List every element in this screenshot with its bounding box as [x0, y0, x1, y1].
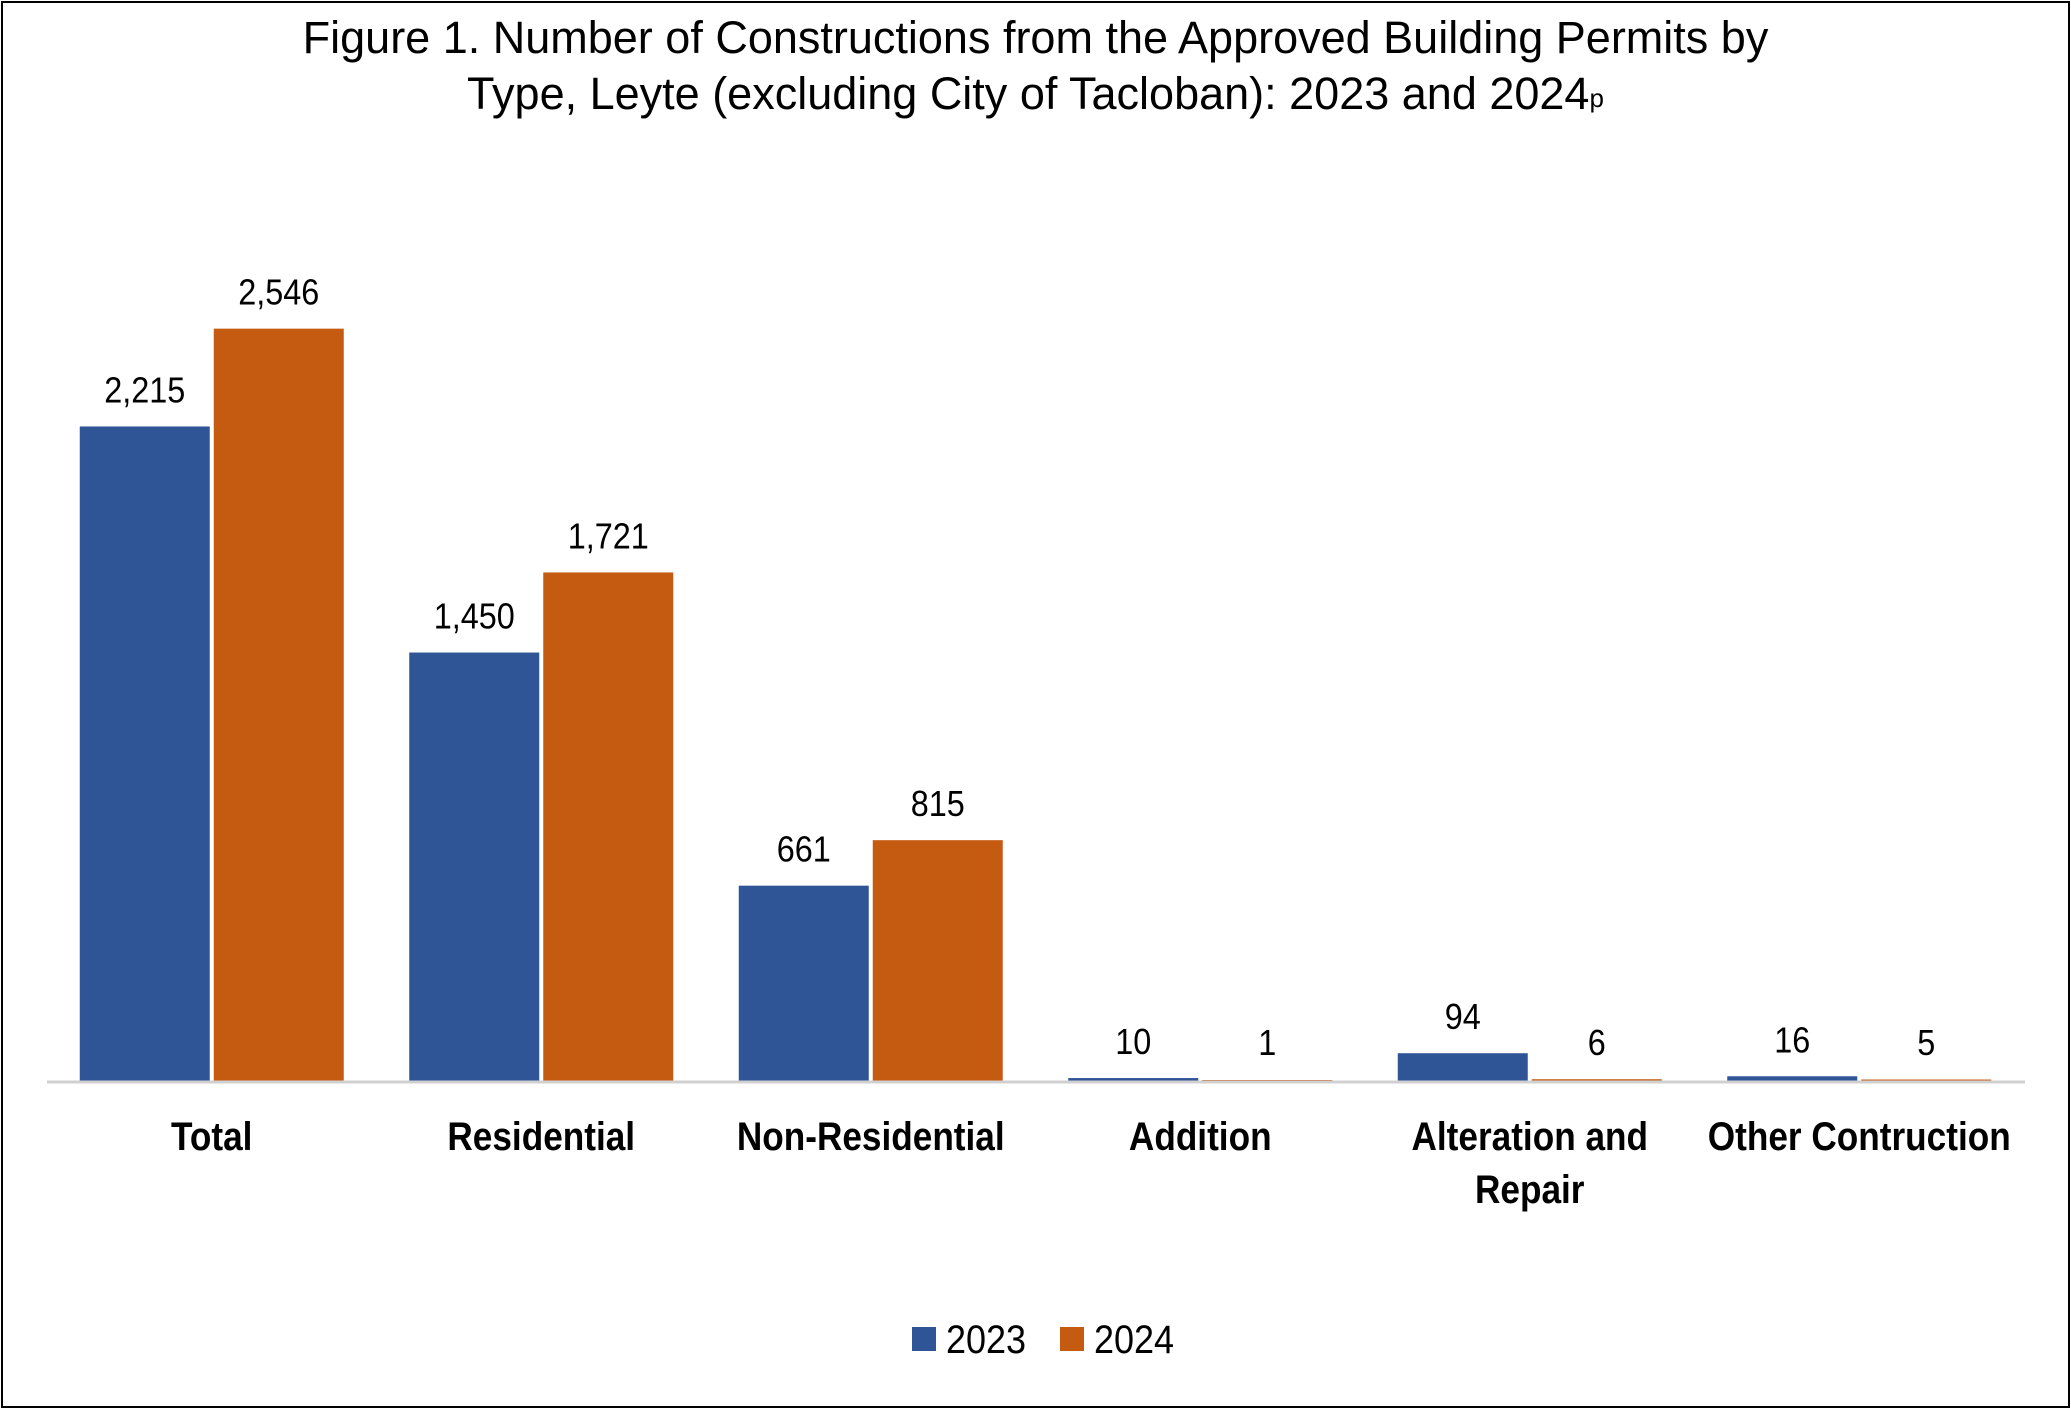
- data-label-2024-2: 815: [911, 785, 965, 825]
- chart-title-line-2: Type, Leyte (excluding City of Tacloban)…: [0, 66, 2071, 122]
- chart-title: Figure 1. Number of Constructions from t…: [0, 10, 2071, 122]
- chart-title-line-1: Figure 1. Number of Constructions from t…: [302, 12, 1769, 63]
- category-label-4-line-1: Repair: [1475, 1167, 1585, 1212]
- legend-swatch-2023: [912, 1327, 936, 1351]
- legend-label-2024: 2024: [1094, 1318, 1174, 1362]
- category-label-1: Residential: [447, 1114, 635, 1159]
- data-label-2023-4: 94: [1445, 998, 1481, 1038]
- category-label-2: Non-Residential: [737, 1114, 1005, 1159]
- data-label-2024-0: 2,546: [238, 273, 319, 313]
- bar-2024-5: [1861, 1079, 1992, 1081]
- bar-2024-4: [1531, 1079, 1662, 1081]
- category-label-3: Addition: [1129, 1114, 1272, 1159]
- data-label-2023-1: 1,450: [434, 597, 515, 637]
- legend: 2023 2024: [912, 1318, 1174, 1362]
- category-label-0: Total: [171, 1114, 252, 1159]
- bar-2023-4: [1397, 1053, 1528, 1081]
- data-label-2023-5: 16: [1774, 1021, 1810, 1061]
- data-label-2023-3: 10: [1115, 1023, 1151, 1063]
- data-label-2023-2: 661: [777, 830, 831, 870]
- data-label-2024-4: 6: [1588, 1023, 1606, 1063]
- category-labels-layer: Total Residential Non-Residential Addition A…: [171, 1114, 2011, 1212]
- bar-2024-1: [543, 572, 674, 1081]
- data-label-2023-0: 2,215: [104, 371, 185, 411]
- bar-2023-2: [738, 885, 869, 1081]
- bar-2024-0: [213, 328, 344, 1082]
- bar-2023-0: [79, 426, 210, 1081]
- bar-2024-2: [872, 840, 1003, 1081]
- legend-swatch-2024: [1060, 1327, 1084, 1351]
- bars-layer: [79, 328, 1992, 1082]
- legend-label-2023: 2023: [946, 1318, 1026, 1362]
- bar-2023-1: [409, 652, 540, 1081]
- category-label-5: Other Contruction: [1708, 1114, 2011, 1159]
- chart-title-superscript: p: [1589, 83, 1604, 113]
- data-label-2024-3: 1: [1258, 1023, 1276, 1063]
- data-label-2024-1: 1,721: [568, 517, 649, 557]
- value-labels-layer: 2,215 2,546 1,450 1,721 661 815 10 1 94 6 16 5: [104, 273, 1935, 1063]
- category-label-4-line-0: Alteration and: [1411, 1114, 1648, 1159]
- data-label-2024-5: 5: [1917, 1023, 1935, 1063]
- chart-title-line-2-text: Type, Leyte (excluding City of Tacloban)…: [467, 68, 1590, 119]
- bar-2023-5: [1727, 1076, 1858, 1081]
- bar-2023-3: [1068, 1078, 1199, 1081]
